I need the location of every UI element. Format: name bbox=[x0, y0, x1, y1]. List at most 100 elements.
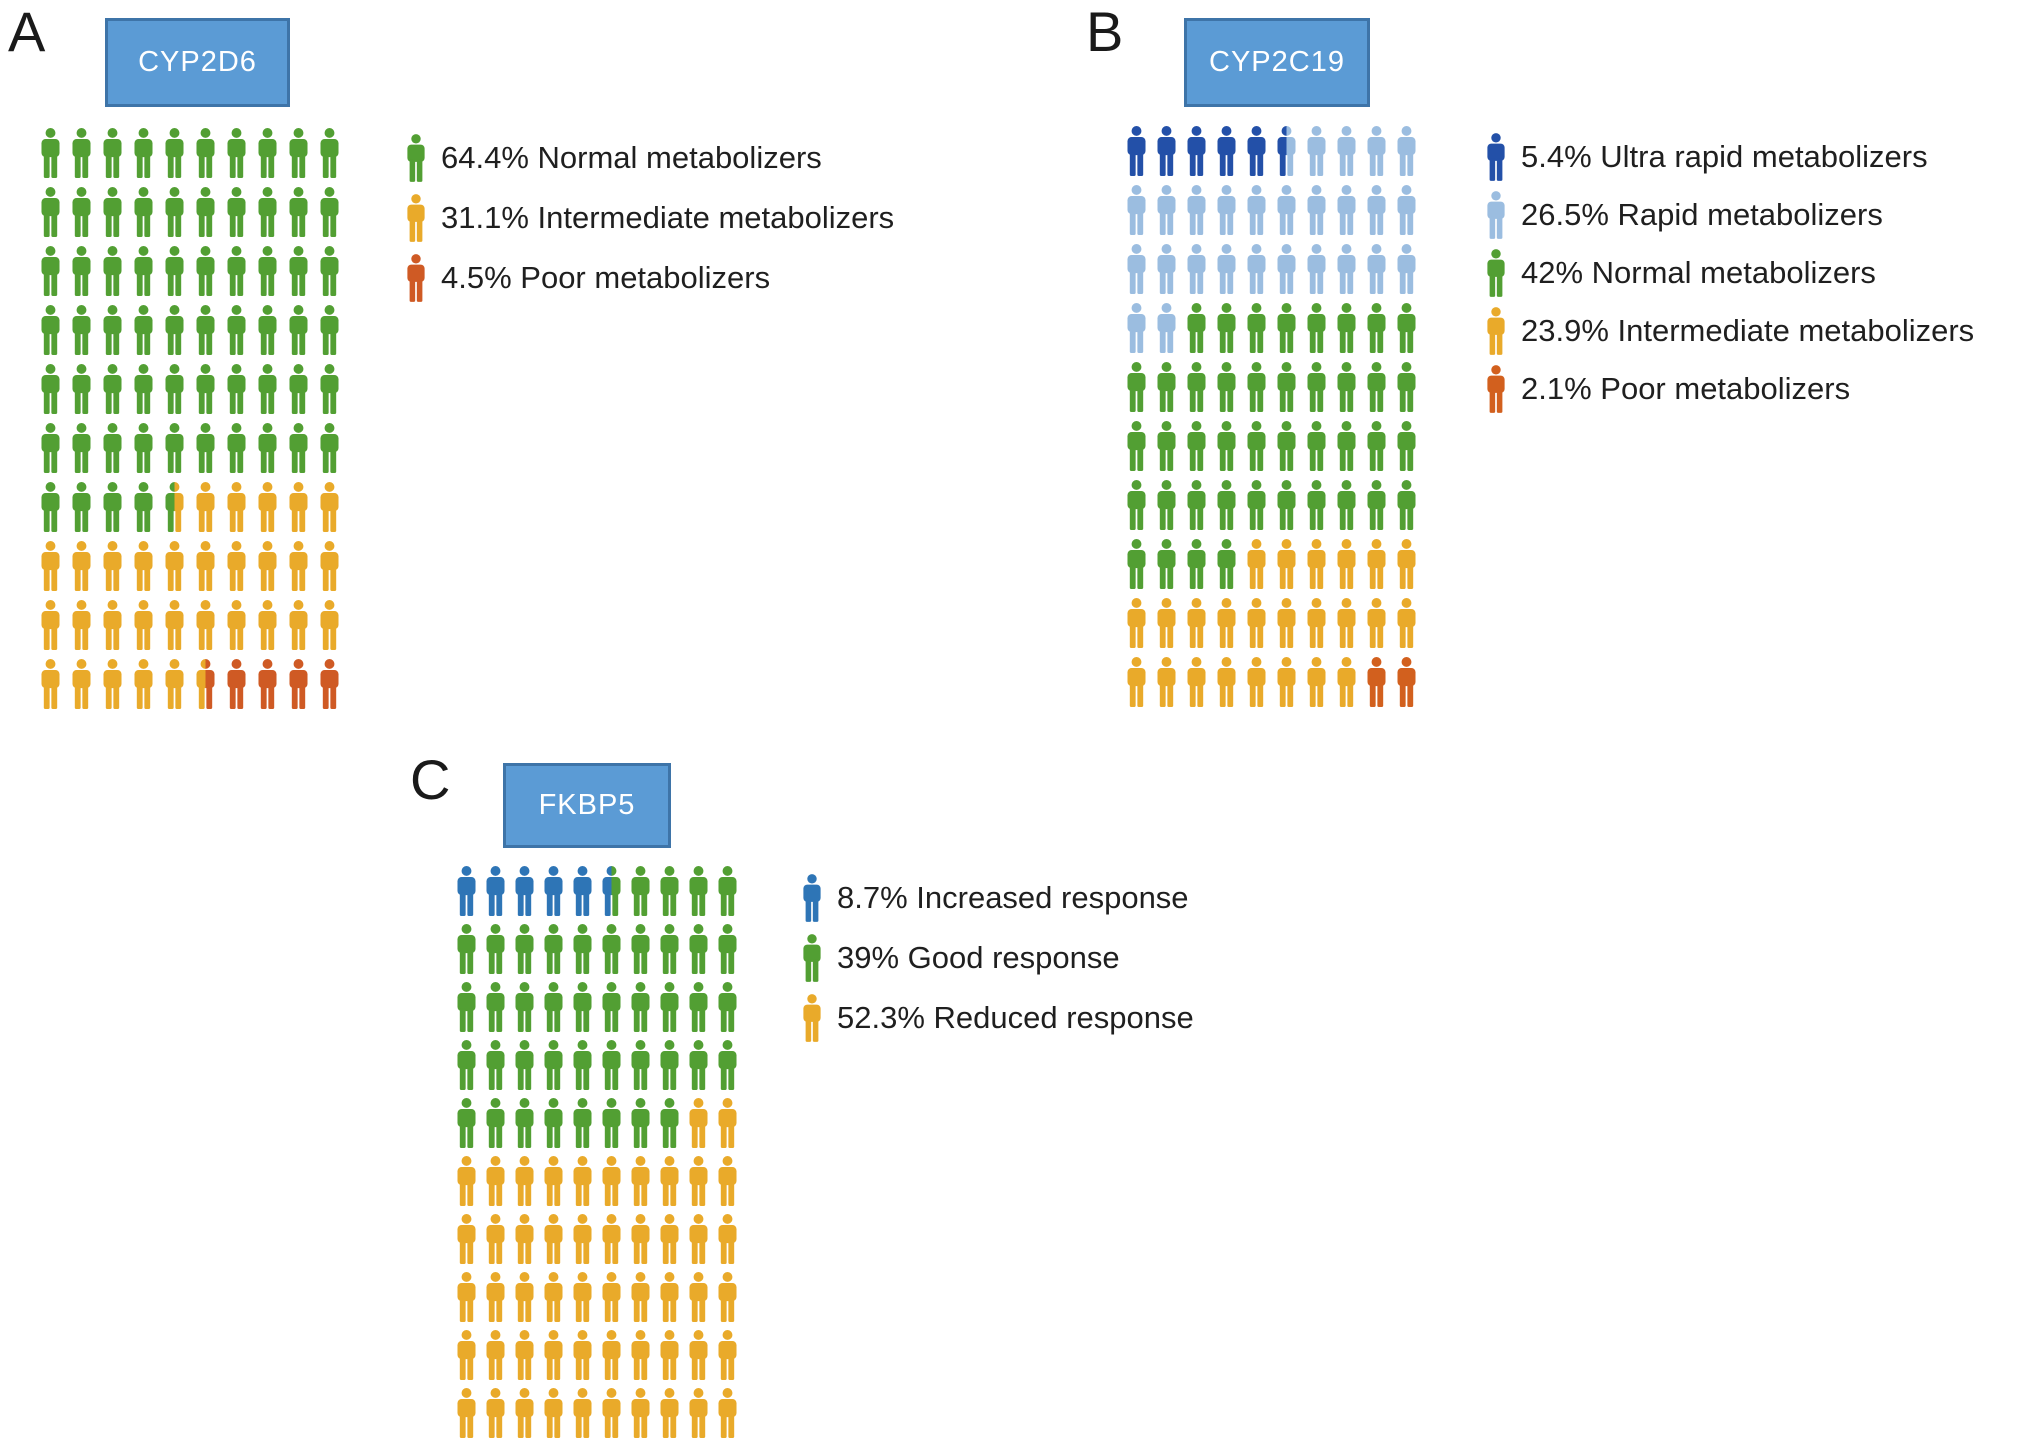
person-icon bbox=[40, 659, 71, 718]
person-icon bbox=[195, 423, 226, 482]
person-icon bbox=[659, 1214, 688, 1272]
person-icon bbox=[630, 1330, 659, 1388]
person-icon bbox=[514, 1098, 543, 1156]
person-icon bbox=[717, 1040, 746, 1098]
person-icon bbox=[543, 982, 572, 1040]
person-icon bbox=[195, 128, 226, 187]
person-icon bbox=[226, 659, 257, 718]
person-icon bbox=[1246, 185, 1276, 244]
person-icon bbox=[288, 364, 319, 423]
person-icon bbox=[1156, 126, 1186, 185]
person-icon bbox=[485, 1156, 514, 1214]
person-icon bbox=[133, 423, 164, 482]
person-icon bbox=[319, 423, 350, 482]
gene-title-c: FKBP5 bbox=[538, 789, 636, 821]
person-icon bbox=[688, 1388, 717, 1446]
person-icon bbox=[659, 924, 688, 982]
person-icon bbox=[102, 482, 133, 541]
person-icon bbox=[630, 1040, 659, 1098]
person-icon bbox=[102, 659, 133, 718]
person-icon bbox=[1306, 421, 1336, 480]
person-icon bbox=[1126, 421, 1156, 480]
person-icon bbox=[319, 187, 350, 246]
person-icon bbox=[257, 128, 288, 187]
person-icon bbox=[543, 1098, 572, 1156]
person-icon bbox=[1216, 539, 1246, 598]
person-icon bbox=[514, 1214, 543, 1272]
legend-item: 39% Good response bbox=[802, 928, 1194, 988]
person-icon bbox=[1186, 362, 1216, 421]
person-icon bbox=[1276, 185, 1306, 244]
person-icon bbox=[1126, 598, 1156, 657]
person-icon bbox=[195, 600, 226, 659]
person-icon bbox=[688, 1214, 717, 1272]
person-icon bbox=[456, 866, 485, 924]
person-icon bbox=[288, 541, 319, 600]
person-icon bbox=[630, 982, 659, 1040]
legend-item: 31.1% Intermediate metabolizers bbox=[406, 188, 894, 248]
person-icon bbox=[630, 1214, 659, 1272]
person-icon bbox=[1396, 244, 1426, 303]
person-icon bbox=[406, 194, 426, 242]
person-icon-split bbox=[164, 482, 195, 541]
person-icon bbox=[485, 1388, 514, 1446]
pictogram-grid-c bbox=[456, 866, 746, 1446]
legend-label: 64.4% Normal metabolizers bbox=[441, 140, 822, 175]
person-icon bbox=[601, 1388, 630, 1446]
person-icon bbox=[257, 659, 288, 718]
person-icon bbox=[688, 1098, 717, 1156]
person-icon bbox=[601, 1272, 630, 1330]
person-icon bbox=[659, 1098, 688, 1156]
person-icon bbox=[456, 1330, 485, 1388]
person-icon bbox=[257, 600, 288, 659]
pictogram-grid-b bbox=[1126, 126, 1426, 716]
person-icon bbox=[1156, 657, 1186, 716]
person-icon bbox=[319, 128, 350, 187]
person-icon bbox=[1246, 303, 1276, 362]
person-icon bbox=[543, 1330, 572, 1388]
person-icon bbox=[514, 1388, 543, 1446]
person-icon bbox=[71, 128, 102, 187]
person-icon bbox=[226, 600, 257, 659]
person-icon bbox=[1216, 657, 1246, 716]
person-icon bbox=[717, 1214, 746, 1272]
person-icon bbox=[257, 423, 288, 482]
person-icon bbox=[102, 364, 133, 423]
person-icon bbox=[456, 1214, 485, 1272]
person-icon bbox=[40, 600, 71, 659]
person-icon bbox=[514, 924, 543, 982]
person-icon bbox=[572, 1272, 601, 1330]
person-icon bbox=[71, 659, 102, 718]
person-icon bbox=[1276, 362, 1306, 421]
person-icon bbox=[1306, 480, 1336, 539]
person-icon bbox=[1306, 185, 1336, 244]
person-icon bbox=[319, 482, 350, 541]
person-icon bbox=[514, 1272, 543, 1330]
person-icon bbox=[1186, 126, 1216, 185]
person-icon bbox=[514, 1156, 543, 1214]
person-icon bbox=[133, 659, 164, 718]
person-icon bbox=[1186, 598, 1216, 657]
person-icon bbox=[71, 364, 102, 423]
person-icon bbox=[195, 305, 226, 364]
legend-label: 52.3% Reduced response bbox=[837, 1000, 1194, 1035]
person-icon bbox=[601, 982, 630, 1040]
person-icon bbox=[1156, 539, 1186, 598]
person-icon bbox=[717, 1156, 746, 1214]
person-icon bbox=[630, 924, 659, 982]
legend-c: 8.7% Increased response 39% Good response… bbox=[802, 868, 1194, 1048]
person-icon bbox=[164, 364, 195, 423]
person-icon bbox=[1216, 421, 1246, 480]
legend-item: 4.5% Poor metabolizers bbox=[406, 248, 894, 308]
person-icon bbox=[40, 541, 71, 600]
person-icon bbox=[226, 482, 257, 541]
person-icon bbox=[1216, 480, 1246, 539]
person-icon bbox=[630, 1156, 659, 1214]
person-icon bbox=[1336, 539, 1366, 598]
person-icon bbox=[1396, 421, 1426, 480]
person-icon bbox=[40, 423, 71, 482]
person-icon bbox=[1396, 480, 1426, 539]
panel-letter-c: C bbox=[410, 748, 451, 811]
person-icon bbox=[1186, 185, 1216, 244]
